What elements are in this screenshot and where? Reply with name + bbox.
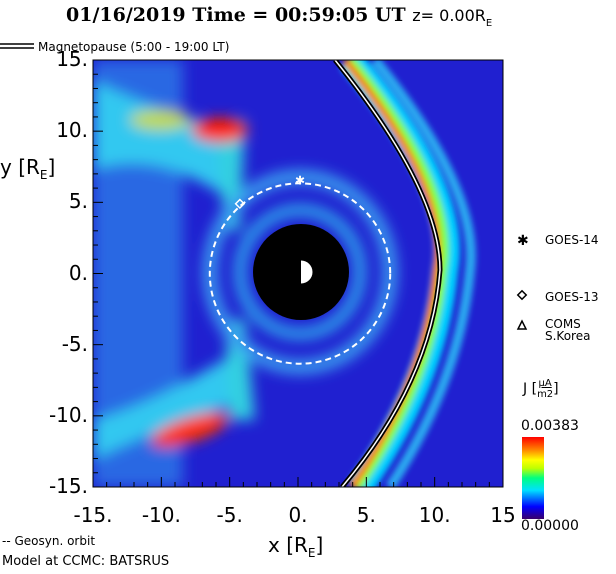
colorbar-title: J [μA m2] [523,378,559,400]
asterisk-icon: ✱ [517,233,529,249]
geosync-orbit [208,182,392,365]
y-tick-label: 0. [68,260,88,285]
earth-icon [288,259,314,285]
x-tick-label: 10. [418,503,451,527]
y-tick-label: 10. [56,118,88,143]
x-tick-label: 5. [356,503,376,527]
diamond-icon [516,289,528,301]
colorbar [522,437,544,519]
goes13-label: GOES-13 [545,290,599,304]
goes14-marker: ✱ [295,174,305,188]
magnetopause-legend: Magnetopause (5:00 - 19:00 LT) [38,40,230,54]
axes [92,59,504,488]
x-tick-label: 15 [490,503,516,527]
goes14-label: GOES-14 [545,233,599,247]
x-tick-label: -10. [141,503,181,527]
colorbar-max: 0.00383 [521,418,579,434]
y-tick-label: 15. [56,47,88,71]
triangle-icon [516,319,528,330]
y-tick-label: -5. [61,331,88,356]
plot-title: 01/16/2019 Time = 00:59:05 UT z= 0.00RE [66,4,493,29]
y-axis-label: y [RE] [0,155,56,182]
x-tick-label: -5. [216,503,243,527]
x-tick-label: -15. [73,503,113,527]
y-tick-label: -10. [48,402,88,427]
geosyn-legend: -- Geosyn. orbit [2,534,96,548]
colorbar-min: 0.00000 [521,518,579,534]
y-tick-label: -15. [48,474,88,498]
model-label: Model at CCMC: BATSRUS [2,554,170,569]
coms-label: COMS S.Korea [545,317,591,343]
goes13-marker [234,198,246,210]
x-axis-label: x [RE] [268,533,324,560]
y-tick-label: 5. [68,189,88,214]
x-tick-label: 0. [288,503,308,527]
